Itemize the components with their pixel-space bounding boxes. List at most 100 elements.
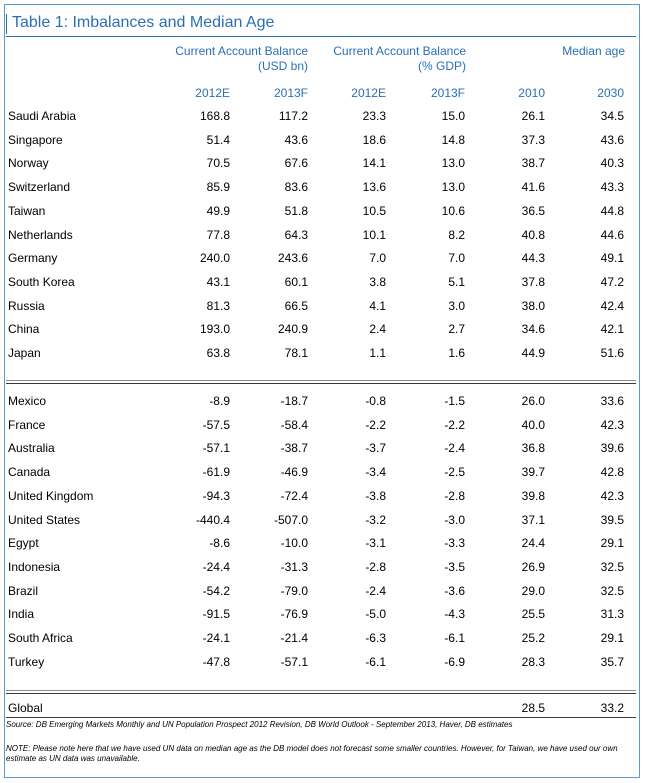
table-cell: 40.3 — [600, 156, 624, 171]
table-cell: 35.7 — [600, 654, 624, 669]
table-cell: -2.2 — [365, 417, 386, 432]
country-name: Mexico — [8, 394, 47, 408]
table-cell: 39.7 — [521, 465, 545, 480]
country-name: Saudi Arabia — [8, 109, 77, 123]
table-row: Turkey -47.8 -57.1 -6.1 -6.9 28.3 35.7 — [0, 655, 640, 675]
table-cell: 44.3 — [521, 251, 545, 266]
table-row: United Kingdom -94.3 -72.4 -3.8 -2.8 39.8 42.3 — [0, 489, 640, 509]
table-row: Saudi Arabia 168.8 117.2 23.3 15.0 26.1 34.5 — [0, 109, 640, 129]
global-divider-bottom — [6, 693, 636, 694]
table-row: Switzerland 85.9 83.6 13.6 13.0 41.6 43.3 — [0, 180, 640, 200]
table-cell: -3.1 — [365, 536, 386, 551]
table-row: Germany 240.0 243.6 7.0 7.0 44.3 49.1 — [0, 251, 640, 271]
section-divider-top — [6, 380, 636, 381]
table-cell: 31.3 — [600, 607, 624, 622]
table-cell: -6.9 — [444, 654, 465, 669]
table-cell: 36.8 — [521, 441, 545, 456]
table-row: Canada -61.9 -46.9 -3.4 -2.5 39.7 42.8 — [0, 465, 640, 485]
table-cell: 63.8 — [206, 346, 230, 360]
table-cell: -440.4 — [195, 512, 230, 527]
table-cell: 5.1 — [448, 274, 465, 289]
table-cell: -6.1 — [365, 654, 386, 669]
table-cell: 117.2 — [278, 109, 308, 123]
table-cell: -24.1 — [202, 631, 230, 645]
col-header-6: 2030 — [597, 86, 624, 100]
table-cell: 51.4 — [206, 132, 230, 147]
table-cell: 39.6 — [600, 441, 624, 456]
global-divider-top — [6, 690, 636, 691]
table-cell: 2.4 — [369, 322, 386, 337]
table-cell: -18.7 — [280, 394, 308, 408]
table-cell: 42.1 — [600, 322, 624, 337]
table-cell: -94.3 — [202, 488, 230, 503]
header-group-ca-usd: Current Account Balance (USD bn) — [150, 44, 308, 74]
table-cell: -24.4 — [202, 559, 230, 574]
table-cell: 3.8 — [369, 274, 386, 289]
table-cell: 42.3 — [600, 417, 624, 432]
table-cell: 34.6 — [521, 322, 545, 337]
table-cell: 40.0 — [521, 417, 545, 432]
table-cell: -61.9 — [202, 465, 230, 480]
table-cell: 64.3 — [284, 227, 308, 242]
table-cell: -31.3 — [280, 559, 308, 574]
table-cell: 8.2 — [448, 227, 465, 242]
table-cell: 39.5 — [600, 512, 624, 527]
table-cell: 40.8 — [521, 227, 545, 242]
table-cell: 44.8 — [600, 203, 624, 218]
country-name: South Korea — [8, 274, 75, 289]
table-cell: -2.2 — [444, 417, 465, 432]
header-group-ca-gdp: Current Account Balance (% GDP) — [308, 44, 466, 74]
table-cell: 29.0 — [521, 583, 545, 598]
table-cell: 77.8 — [206, 227, 230, 242]
table-row: United States -440.4 -507.0 -3.2 -3.0 37.1 39.… — [0, 513, 640, 533]
table-cell: 7.0 — [448, 251, 465, 266]
global-median-2030: 33.2 — [600, 701, 624, 715]
table-cell: 14.8 — [441, 132, 465, 147]
table-cell: 41.6 — [521, 180, 545, 195]
table-cell: 193.0 — [199, 322, 230, 337]
source-note: Source: DB Emerging Markets Monthly and … — [6, 720, 513, 729]
col-header-4: 2013F — [430, 86, 465, 100]
table-frame — [4, 4, 640, 778]
table-row: Russia 81.3 66.5 4.1 3.0 38.0 42.4 — [0, 299, 640, 319]
table-cell: -79.0 — [280, 583, 308, 598]
table-cell: 25.2 — [521, 631, 545, 645]
country-name: France — [8, 417, 46, 432]
country-name: Japan — [8, 346, 41, 360]
table-cell: -6.3 — [365, 631, 386, 645]
table-row: Mexico -8.9 -18.7 -0.8 -1.5 26.0 33.6 — [0, 394, 640, 414]
country-name: Turkey — [8, 654, 45, 669]
table-cell: 51.6 — [600, 346, 624, 360]
table-cell: 10.5 — [362, 203, 386, 218]
header-group-ca-gdp-sub: (% GDP) — [418, 59, 466, 73]
table-cell: -3.4 — [365, 465, 386, 480]
table-cell: 42.4 — [600, 298, 624, 313]
table-row: South Africa -24.1 -21.4 -6.3 -6.1 25.2 29.1 — [0, 631, 640, 651]
table-cell: -3.3 — [444, 536, 465, 551]
country-name: Brazil — [8, 583, 39, 598]
country-name: Germany — [8, 251, 58, 266]
col-header-5: 2010 — [518, 86, 545, 100]
title-accent — [6, 14, 7, 34]
header-group-median-age: Median age — [562, 44, 625, 58]
table-title: Table 1: Imbalances and Median Age — [12, 14, 275, 31]
table-cell: 240.0 — [199, 251, 230, 266]
col-header-3: 2012E — [351, 86, 386, 100]
table-cell: 25.5 — [521, 607, 545, 622]
table-cell: -1.5 — [444, 394, 465, 408]
table-cell: 39.8 — [521, 488, 545, 503]
table-row: India -91.5 -76.9 -5.0 -4.3 25.5 31.3 — [0, 607, 640, 627]
table-row: China 193.0 240.9 2.4 2.7 34.6 42.1 — [0, 322, 640, 342]
country-name: Netherlands — [8, 227, 73, 242]
country-name: Taiwan — [8, 203, 46, 218]
country-name: South Africa — [8, 631, 73, 645]
table-cell: 49.1 — [600, 251, 624, 266]
country-name: Australia — [8, 441, 55, 456]
country-name: Egypt — [8, 536, 39, 551]
table-cell: 13.0 — [441, 156, 465, 171]
table-cell: 32.5 — [600, 583, 624, 598]
table-cell: -46.9 — [280, 465, 308, 480]
table-row: Brazil -54.2 -79.0 -2.4 -3.6 29.0 32.5 — [0, 584, 640, 604]
table-cell: -2.8 — [365, 559, 386, 574]
table-cell: -3.2 — [365, 512, 386, 527]
